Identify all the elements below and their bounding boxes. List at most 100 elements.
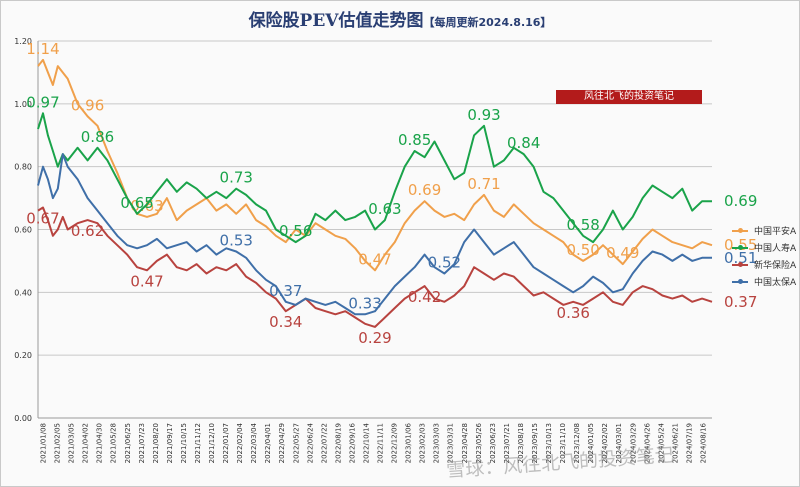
x-tick-label: 2022/01/07 (222, 423, 230, 463)
data-label: 0.49 (606, 244, 639, 262)
x-tick-label: 2021/01/08 (40, 423, 48, 463)
x-tick-label: 2023/08/18 (517, 423, 525, 463)
x-tick-label: 2024/01/05 (587, 423, 595, 463)
x-tick-label: 2022/04/01 (264, 423, 272, 463)
x-tick-label: 2022/03/04 (250, 422, 258, 463)
legend-label: 中国平安A (754, 227, 797, 237)
x-tick-label: 2021/08/20 (152, 423, 160, 463)
data-label: 0.69 (724, 192, 757, 210)
y-tick-label: 0.20 (14, 351, 32, 360)
x-tick-label: 2022/02/04 (236, 422, 244, 463)
x-tick-label: 2024/03/01 (615, 423, 623, 463)
x-tick-label: 2022/07/22 (320, 423, 328, 463)
series-line (37, 206, 713, 328)
x-tick-label: 2021/09/17 (166, 423, 174, 463)
x-tick-label: 2022/04/29 (278, 423, 286, 463)
legend-label: 中国太保A (754, 278, 797, 288)
x-tick-label: 2023/01/06 (405, 422, 413, 463)
legend-swatch (732, 227, 748, 233)
x-tick-label: 2022/09/16 (348, 422, 356, 463)
x-tick-label: 2021/11/12 (194, 423, 202, 463)
x-tick-label: 2022/12/09 (391, 423, 399, 463)
x-tick-label: 2023/03/31 (447, 423, 455, 463)
data-label: 0.93 (467, 106, 500, 124)
x-tick-label: 2021/12/10 (208, 423, 216, 463)
series-line (37, 112, 712, 244)
x-tick-label: 2024/04/26 (643, 422, 651, 463)
data-label: 0.33 (348, 294, 381, 312)
x-tick-label: 2022/11/11 (377, 423, 385, 463)
legend-item-xinhua[interactable]: 新华保险A (732, 256, 796, 273)
data-label: 0.53 (220, 231, 253, 249)
legend-swatch (732, 278, 748, 284)
x-tick-label: 2021/04/02 (82, 423, 90, 463)
data-label: 0.63 (368, 200, 401, 218)
y-tick-label: 1.00 (14, 100, 32, 109)
data-label: 0.47 (358, 250, 391, 268)
x-tick-label: 2023/04/28 (461, 423, 469, 463)
x-tick-label: 2021/04/30 (96, 423, 104, 463)
data-label: 0.52 (428, 253, 461, 271)
chart-subtitle: 【每周更新2024.8.16】 (423, 16, 552, 29)
chart-title: 保险股PEV估值走势图【每周更新2024.8.16】 (0, 6, 800, 31)
data-label: 0.29 (358, 329, 391, 347)
x-tick-label: 2023/09/15 (531, 423, 539, 463)
y-tick-label: 0.60 (14, 226, 32, 235)
x-tick-label: 2022/10/14 (362, 422, 370, 463)
data-label: 0.58 (566, 216, 599, 234)
legend-label: 中国人寿A (754, 244, 797, 254)
x-tick-label: 2024/02/02 (601, 423, 609, 463)
y-tick-label: 1.20 (14, 37, 32, 46)
data-label: 0.97 (26, 93, 59, 111)
data-label: 0.42 (408, 288, 441, 306)
y-tick-label: 0.40 (14, 288, 32, 297)
data-label: 0.86 (81, 128, 114, 146)
legend-item-pingan[interactable]: 中国平安A (732, 222, 796, 239)
x-tick-label: 2023/11/10 (559, 423, 567, 463)
data-label: 1.14 (26, 40, 59, 58)
legend-swatch (732, 261, 748, 267)
x-tick-label: 2021/06/25 (124, 423, 132, 463)
data-label: 0.69 (408, 181, 441, 199)
data-label: 0.67 (26, 210, 59, 228)
x-tick-label: 2021/10/15 (180, 423, 188, 463)
data-label: 0.65 (120, 194, 153, 212)
data-label: 0.37 (269, 282, 302, 300)
legend-item-renshou[interactable]: 中国人寿A (732, 239, 796, 256)
x-tick-label: 2023/10/13 (545, 423, 553, 463)
x-tick-label: 2021/07/23 (138, 423, 146, 463)
x-tick-label: 2023/07/21 (503, 423, 511, 463)
x-tick-label: 2023/06/23 (489, 423, 497, 463)
legend-swatch (732, 244, 748, 250)
x-tick-label: 2023/12/08 (573, 423, 581, 463)
x-tick-label: 2023/02/03 (419, 423, 427, 463)
data-label: 0.73 (220, 169, 253, 187)
x-tick-label: 2024/08/16 (700, 422, 708, 463)
x-tick-label: 2022/08/19 (334, 423, 342, 463)
data-label: 0.37 (724, 293, 757, 311)
x-tick-label: 2024/03/29 (629, 423, 637, 463)
x-tick-label: 2023/03/03 (433, 423, 441, 463)
data-label: 0.84 (507, 134, 540, 152)
data-label: 0.85 (398, 131, 431, 149)
legend-item-taibao[interactable]: 中国太保A (732, 273, 796, 290)
data-label: 0.56 (279, 222, 312, 240)
x-tick-label: 2021/03/05 (68, 423, 76, 463)
data-label: 0.71 (467, 175, 500, 193)
data-label: 0.50 (566, 241, 599, 259)
x-tick-label: 2021/05/28 (110, 423, 118, 463)
series-line (37, 153, 712, 316)
x-tick-label: 2023/05/26 (475, 422, 483, 463)
author-badge: 风往北飞的投资笔记 (556, 90, 702, 104)
y-tick-label: 0.80 (14, 163, 32, 172)
data-label: 0.36 (557, 304, 590, 322)
legend-label: 新华保险A (754, 261, 797, 271)
x-tick-label: 2022/05/27 (292, 423, 300, 463)
x-tick-label: 2024/06/21 (671, 423, 679, 463)
x-tick-label: 2022/06/24 (306, 422, 314, 463)
data-label: 0.62 (71, 222, 104, 240)
chart-legend: 中国平安A 中国人寿A 新华保险A 中国太保A (732, 222, 796, 290)
data-label: 0.34 (269, 313, 302, 331)
